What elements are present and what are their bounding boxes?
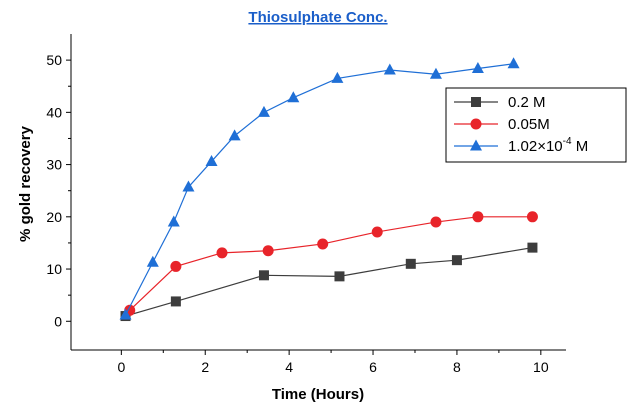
series-3	[119, 57, 520, 320]
legend-marker	[470, 139, 482, 151]
chart-title: Thiosulphate Conc.	[248, 9, 387, 26]
series-2	[124, 211, 538, 316]
data-point	[182, 180, 195, 192]
legend-item-3: 1.02×10-4 M	[454, 136, 588, 155]
data-point	[451, 255, 462, 266]
legend: 0.2 M 0.05M 1.02×10-4 M	[445, 87, 627, 163]
data-point	[429, 67, 442, 79]
legend-item-2: 0.05M	[454, 116, 550, 133]
x-tick-label: 8	[453, 359, 461, 375]
data-point	[371, 226, 383, 238]
x-tick-label: 10	[533, 359, 549, 375]
x-tick-label: 4	[285, 359, 293, 375]
series-layer	[119, 57, 538, 322]
legend-label: 0.05M	[508, 116, 550, 133]
y-tick-label: 40	[46, 104, 62, 120]
data-point	[334, 271, 345, 282]
data-point	[331, 71, 344, 83]
y-tick-label: 30	[46, 157, 62, 173]
data-point	[526, 211, 538, 223]
series-line	[129, 216, 533, 311]
data-point	[167, 215, 180, 227]
y-tick-label: 50	[46, 52, 62, 68]
axes: 0 10 20 30 40 50 0 2 4 6 8 10	[46, 34, 566, 375]
data-point	[471, 61, 484, 73]
data-point	[472, 211, 484, 223]
legend-label: 0.2 M	[508, 94, 546, 111]
data-point	[405, 258, 416, 269]
data-point	[170, 296, 181, 307]
series-line	[125, 247, 533, 317]
series-1	[120, 242, 538, 322]
y-axis-label: % gold recovery	[17, 125, 34, 242]
data-point	[287, 91, 300, 103]
data-point	[205, 154, 218, 166]
data-point	[317, 238, 329, 250]
data-point	[383, 63, 396, 75]
y-tick-label: 0	[54, 313, 62, 329]
x-axis-label: Time (Hours)	[272, 386, 364, 403]
y-tick-label: 10	[46, 261, 62, 277]
x-tick-label: 2	[201, 359, 209, 375]
data-point	[257, 105, 270, 117]
data-point	[146, 255, 159, 267]
data-point	[527, 242, 538, 253]
legend-label: 1.02×10-4 M	[508, 136, 588, 155]
data-point	[262, 245, 274, 257]
data-point	[507, 57, 520, 69]
legend-marker	[470, 118, 482, 130]
legend-item-1: 0.2 M	[454, 94, 546, 111]
x-tick-label: 0	[117, 359, 125, 375]
data-point	[119, 308, 132, 320]
data-point	[216, 247, 228, 259]
data-point	[258, 270, 269, 281]
legend-marker	[471, 97, 481, 107]
x-tick-label: 6	[369, 359, 377, 375]
y-tick-label: 20	[46, 209, 62, 225]
data-point	[430, 216, 442, 228]
data-point	[170, 260, 182, 272]
data-point	[228, 129, 241, 141]
